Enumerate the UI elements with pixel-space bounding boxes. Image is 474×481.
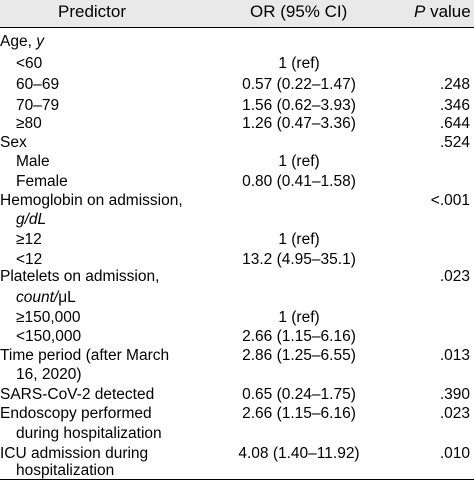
row-or-hb-lt12: 13.2 (4.95–35.1) (242, 251, 356, 268)
bottom-rule (0, 479, 474, 480)
row-label-time-period-cont: 16, 2020) (16, 366, 82, 383)
row-label-age: Age, y (0, 33, 44, 50)
row-label-male: Male (16, 153, 50, 170)
table-header: Predictor OR (95% CI) P value (0, 0, 474, 28)
row-label-female: Female (16, 173, 68, 190)
row-label-plt-ge150000: ≥150,000 (16, 309, 81, 326)
row-or-icu: 4.08 (1.40–11.92) (238, 445, 360, 462)
row-label-hb-lt12: <12 (16, 251, 43, 268)
row-label-age-70-79: 70–79 (16, 97, 60, 114)
row-or-endoscopy: 2.66 (1.15–6.16) (242, 405, 356, 422)
row-p-age-60-69: .248 (439, 76, 470, 93)
row-label-sex: Sex (0, 134, 27, 151)
row-label-endoscopy-cont: during hospitalization (16, 425, 162, 442)
row-label-icu-cont: hospitalization (16, 462, 115, 479)
row-p-endoscopy: .023 (439, 405, 470, 422)
row-or-plt-lt150000: 2.66 (1.15–6.16) (242, 328, 356, 345)
row-or-male: 1 (ref) (278, 153, 320, 170)
row-or-time-period: 2.86 (1.25–6.55) (242, 347, 356, 364)
row-or-sars-cov-2: 0.65 (0.24–1.75) (242, 386, 356, 403)
row-label-sars-cov-2: SARS-CoV-2 detected (0, 386, 155, 403)
row-label-endoscopy: Endoscopy performed (0, 405, 152, 422)
row-label-platelets-unit: count/μL (16, 289, 76, 306)
row-p-age-ge80: .644 (439, 115, 470, 132)
row-or-age-lt60: 1 (ref) (278, 55, 320, 72)
row-label-age-lt60: <60 (16, 55, 43, 72)
header-or: OR (95% CI) (250, 2, 348, 21)
row-p-icu: .010 (439, 445, 470, 462)
header-predictor: Predictor (58, 2, 127, 21)
row-label-plt-lt150000: <150,000 (16, 328, 82, 345)
row-label-hemoglobin-unit: g/dL (16, 211, 47, 228)
header-p-value: P value (414, 2, 471, 21)
row-p-age-70-79: .346 (439, 97, 470, 114)
row-label-icu: ICU admission during (0, 445, 149, 462)
row-or-age-ge80: 1.26 (0.47–3.36) (242, 115, 356, 132)
row-label-platelets: Platelets on admission, (0, 268, 160, 285)
row-or-female: 0.80 (0.41–1.58) (242, 173, 356, 190)
row-or-plt-ge150000: 1 (ref) (278, 309, 320, 326)
row-label-age-60-69: 60–69 (16, 76, 60, 93)
row-p-platelets: .023 (439, 268, 470, 285)
row-or-age-70-79: 1.56 (0.62–3.93) (242, 97, 356, 114)
row-label-hb-ge12: ≥12 (16, 231, 42, 248)
row-label-hemoglobin: Hemoglobin on admission, (0, 192, 183, 209)
row-label-age-ge80: ≥80 (16, 115, 42, 132)
row-p-sex: .524 (439, 134, 470, 151)
row-or-hb-ge12: 1 (ref) (278, 231, 320, 248)
row-p-time-period: .013 (439, 347, 470, 364)
row-p-sars-cov-2: .390 (439, 386, 470, 403)
row-label-time-period: Time period (after March (0, 347, 170, 364)
row-p-hemoglobin: <.001 (430, 192, 470, 209)
row-or-age-60-69: 0.57 (0.22–1.47) (242, 76, 356, 93)
